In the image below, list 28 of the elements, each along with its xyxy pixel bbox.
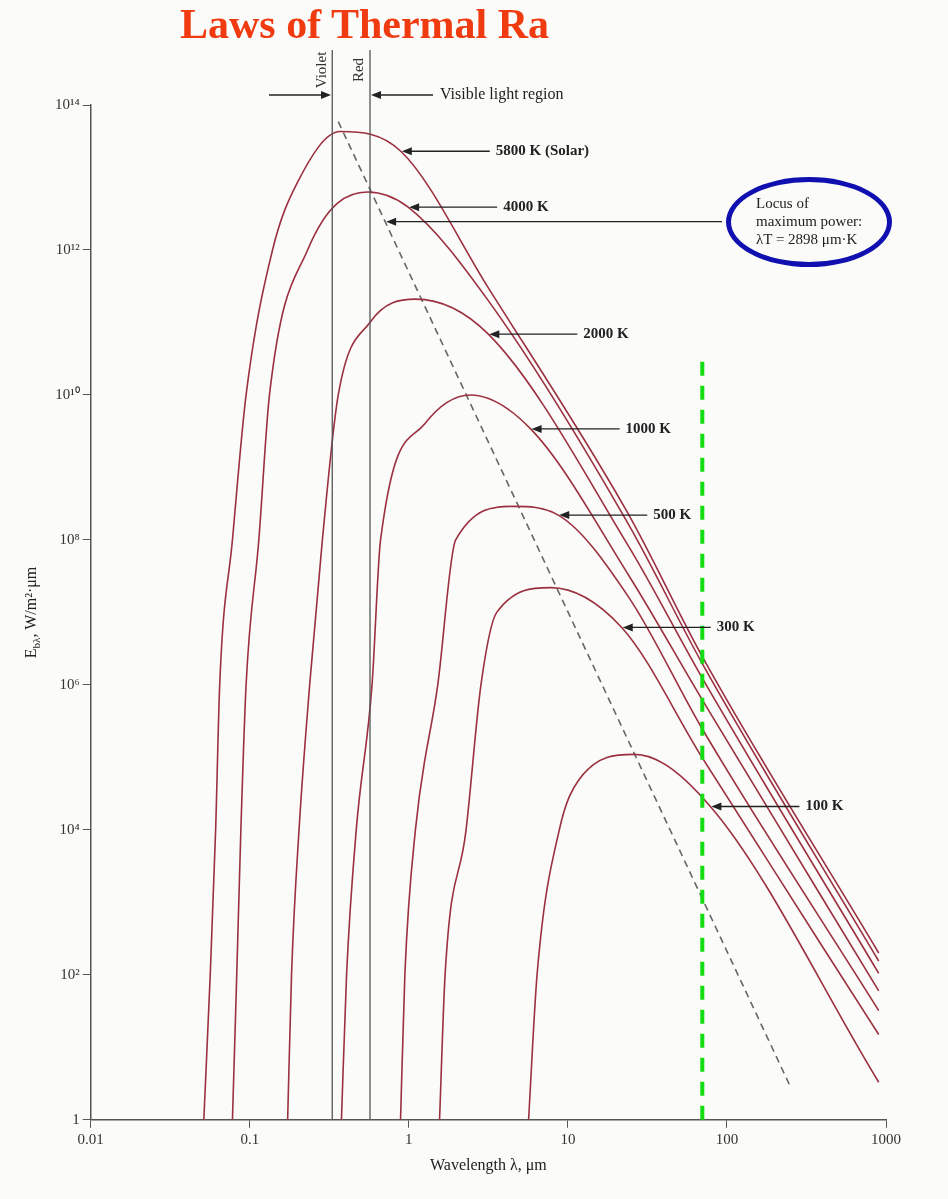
annotation: 5800 K (Solar): [495, 142, 590, 160]
ref-line-label: Violet: [312, 50, 329, 89]
x-tick-label: 0.1: [240, 1130, 260, 1147]
annotation: Locus of maximum power: λT = 2898 μm·K: [756, 194, 863, 247]
y-tick-label: 10⁸: [59, 530, 80, 547]
x-tick-label: 1: [405, 1130, 413, 1147]
chart-title: Laws of Thermal Ra: [180, 0, 550, 48]
annotation: 1000 K: [625, 419, 672, 436]
x-tick-label: 10: [560, 1130, 576, 1147]
ref-line-label: Red: [350, 57, 367, 83]
y-tick-label: 10⁴: [59, 820, 80, 837]
y-tick-label: 10¹²: [55, 240, 81, 257]
y-axis-title: Ebλ, W/m²·μm: [22, 566, 42, 659]
y-tick-label: 10²: [60, 965, 81, 982]
annotation: 500 K: [653, 505, 692, 522]
x-tick-label: 1000: [871, 1130, 901, 1147]
x-tick-label: 100: [715, 1130, 739, 1147]
y-tick-label: 10¹⁴: [54, 95, 80, 112]
x-tick-label: 0.01: [77, 1130, 104, 1147]
y-tick-label: 10⁶: [59, 675, 80, 692]
annotation: 2000 K: [583, 325, 630, 342]
y-tick-label: 10¹⁰: [55, 385, 80, 402]
x-axis-title: Wavelength λ, μm: [429, 1155, 548, 1174]
annotation: 300 K: [716, 618, 755, 635]
annotation: 100 K: [805, 797, 844, 814]
annotation: 4000 K: [503, 198, 549, 214]
y-tick-label: 1: [72, 1110, 80, 1127]
text: Visible light region: [440, 85, 564, 104]
